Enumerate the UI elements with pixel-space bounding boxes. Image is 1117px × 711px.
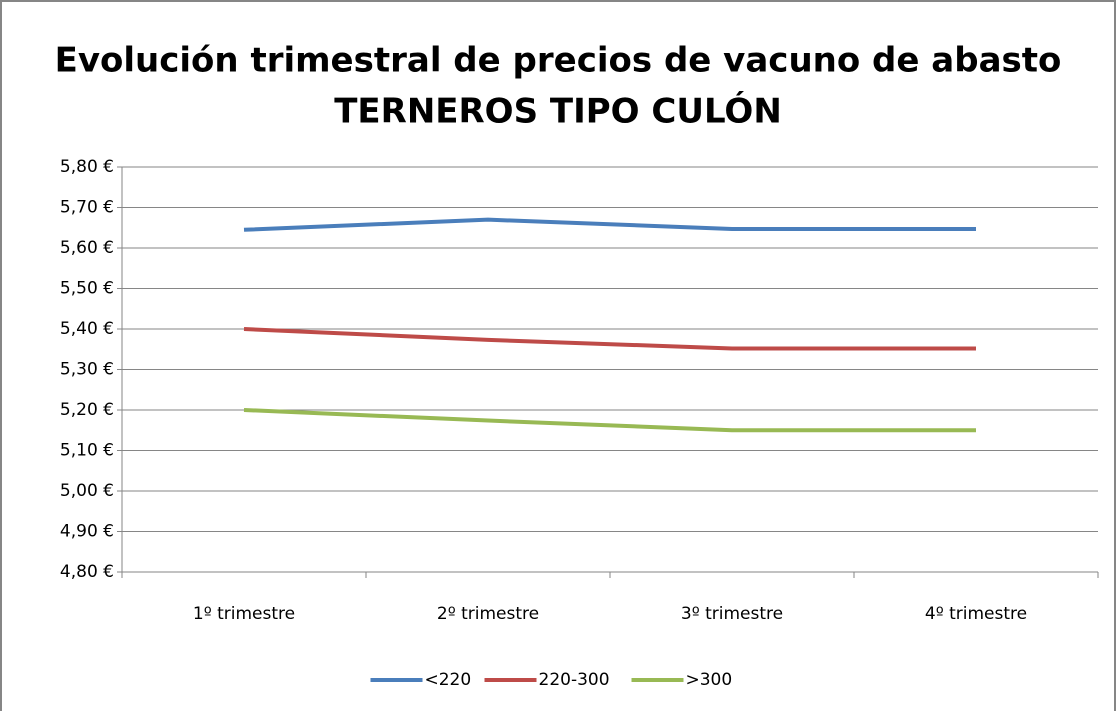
y-tick-label: 5,00 € <box>60 481 114 501</box>
x-tick-label: 3º trimestre <box>681 604 783 624</box>
y-tick-label: 4,90 € <box>60 522 114 542</box>
y-tick-label: 4,80 € <box>60 562 114 582</box>
series-line <box>243 408 976 433</box>
series-line <box>243 217 976 232</box>
y-tick-label: 5,30 € <box>60 360 114 380</box>
y-tick-label: 5,70 € <box>60 198 114 218</box>
y-tick-label: 5,20 € <box>60 400 114 420</box>
y-tick-label: 5,80 € <box>60 157 114 177</box>
y-tick-label: 5,50 € <box>60 279 114 299</box>
legend-label: <220 <box>425 670 472 690</box>
chart-title: Evolución trimestral de precios de vacun… <box>55 41 1062 81</box>
x-tick-label: 2º trimestre <box>437 604 539 624</box>
chart-title: TERNEROS TIPO CULÓN <box>334 91 782 132</box>
x-tick-label: 4º trimestre <box>925 604 1027 624</box>
y-tick-label: 5,40 € <box>60 319 114 339</box>
legend-label: >300 <box>686 670 733 690</box>
y-tick-label: 5,60 € <box>60 238 114 258</box>
series-line <box>243 327 976 351</box>
x-tick-label: 1º trimestre <box>193 604 295 624</box>
legend-label: 220-300 <box>539 670 610 690</box>
y-tick-label: 5,10 € <box>60 441 114 461</box>
